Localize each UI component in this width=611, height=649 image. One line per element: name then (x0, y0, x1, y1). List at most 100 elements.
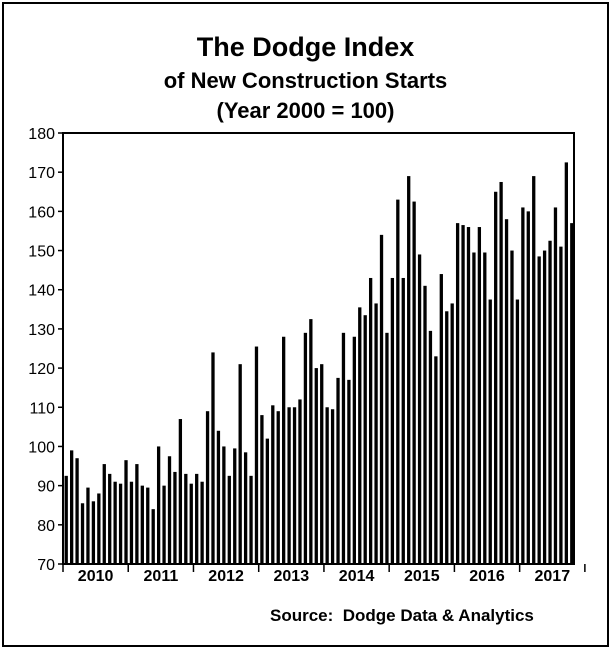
bar (200, 481, 204, 564)
bar (227, 475, 231, 564)
x-year-label: 2013 (274, 568, 310, 585)
bar (428, 330, 433, 564)
bar (260, 415, 264, 564)
y-tick-label: 180 (28, 126, 55, 143)
bar (494, 191, 498, 564)
bar (553, 207, 558, 564)
bar (108, 473, 112, 564)
bar (303, 332, 308, 564)
plot-area-border (62, 132, 575, 565)
bar (390, 277, 395, 564)
bar (439, 274, 443, 564)
bar (118, 483, 123, 564)
bar (91, 501, 96, 564)
y-tick-label: 130 (28, 322, 55, 339)
bar (178, 419, 183, 564)
bar (195, 473, 199, 564)
bar (156, 446, 161, 564)
bar (477, 227, 482, 565)
bar (298, 399, 302, 564)
x-year-label: 2016 (469, 568, 505, 585)
bar (407, 176, 411, 564)
y-axis-ticks: 70 80 90 100 110 120 130 140 150 160 170 180 (28, 126, 63, 574)
bar (205, 411, 210, 564)
bar (113, 481, 117, 564)
bar (417, 254, 422, 564)
chart-subtitle-base-year: (Year 2000 = 100) (216, 98, 395, 123)
bar (70, 450, 74, 564)
bar-series (64, 162, 574, 565)
bar (434, 356, 438, 564)
x-year-label: 2014 (339, 568, 375, 585)
bar (347, 379, 351, 564)
bar (450, 303, 454, 564)
bar (173, 471, 177, 564)
y-tick-label: 80 (37, 518, 55, 535)
source-note: Source: Dodge Data & Analytics (270, 606, 534, 625)
bar (336, 377, 340, 564)
bar (461, 225, 465, 564)
bar (249, 475, 253, 564)
bar (287, 407, 291, 564)
y-tick-label: 100 (28, 439, 55, 456)
bar (483, 252, 487, 564)
bar (488, 299, 492, 564)
bar (189, 483, 193, 564)
x-year-label: 2010 (78, 568, 114, 585)
bar (75, 458, 79, 564)
bar (472, 252, 476, 564)
bar (455, 223, 460, 564)
bar (167, 456, 172, 564)
bar (548, 240, 552, 564)
bar (385, 332, 389, 564)
bar (97, 493, 101, 564)
bar (271, 405, 275, 564)
bar (423, 285, 427, 564)
bar (499, 181, 503, 565)
x-year-label: 2017 (535, 568, 571, 585)
bar (515, 299, 520, 564)
x-year-label: 2015 (404, 568, 440, 585)
bar (466, 227, 471, 565)
bar (140, 485, 144, 564)
chart-title: The Dodge Index (196, 32, 415, 62)
bar (64, 475, 68, 564)
bar (233, 448, 237, 564)
bar (146, 487, 150, 564)
bar (254, 346, 259, 564)
bar (124, 460, 128, 564)
y-tick-label: 110 (29, 400, 55, 417)
bar (526, 211, 530, 565)
bar (292, 407, 297, 564)
bar (243, 452, 248, 564)
bar (325, 407, 329, 564)
bar (504, 219, 509, 564)
bar (521, 207, 525, 564)
bar (510, 250, 514, 565)
bar (80, 503, 85, 564)
bar (265, 438, 270, 564)
bar (570, 223, 574, 564)
bar (102, 464, 106, 564)
bar (184, 473, 188, 564)
x-year-label: 2012 (208, 568, 244, 585)
bar (276, 411, 280, 564)
y-tick-label: 150 (28, 244, 55, 261)
bar (320, 364, 324, 564)
bar (216, 430, 221, 564)
y-tick-label: 160 (28, 204, 55, 221)
bar (368, 277, 373, 564)
axes (62, 132, 575, 565)
bar (222, 446, 226, 564)
bar (129, 481, 134, 564)
bar (412, 201, 416, 564)
bar (151, 509, 155, 564)
bar (352, 336, 356, 564)
x-year-label: 2011 (144, 568, 179, 585)
bar (564, 162, 568, 564)
y-tick-label: 120 (28, 361, 55, 378)
bar (341, 332, 346, 564)
y-tick-label: 70 (37, 557, 55, 574)
bar (363, 315, 367, 564)
